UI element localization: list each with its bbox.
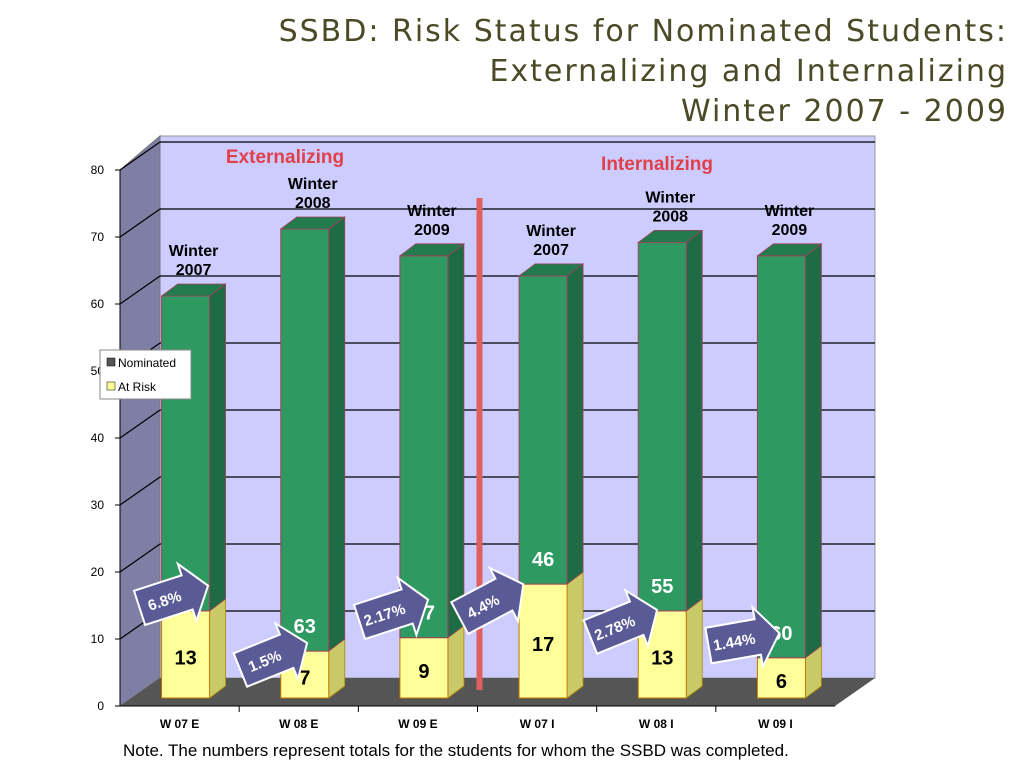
title-line-1: SSBD: Risk Status for Nominated Students… (278, 14, 1008, 49)
gridline-side (119, 208, 161, 238)
bar-top (637, 229, 704, 243)
nominated-value-label: 55 (651, 576, 673, 598)
percent-arrow: 2.17% (352, 575, 430, 641)
percent-arrow: 1.5% (232, 620, 309, 688)
legend: Nominated At Risk (99, 349, 192, 400)
bar-nominated (399, 255, 449, 639)
bar-nominated (518, 275, 568, 585)
bar-at-risk (399, 637, 449, 699)
x-tick-label: W 09 I (758, 717, 793, 731)
gridline-side (119, 275, 161, 305)
bar-at-risk (518, 583, 568, 699)
nominated-value-label: 63 (294, 616, 316, 638)
bar-nominated (756, 255, 806, 659)
y-tick-label: 70 (91, 230, 105, 244)
bar-top (279, 216, 346, 230)
arrow-shape (449, 565, 525, 636)
arrow-shape (582, 587, 659, 655)
x-tick-label: W 08 I (639, 717, 674, 731)
bar-nominated (637, 241, 687, 612)
bar-nominated-side (805, 243, 822, 659)
x-tick-label: W 07 E (160, 717, 199, 731)
group-label-externalizing: Externalizing (226, 147, 344, 168)
gridline-side (119, 476, 161, 506)
bar-top (517, 263, 585, 277)
title-line-2: Externalizing and Internalizing (489, 54, 1008, 89)
legend-label-nominated: Nominated (118, 356, 176, 370)
arrow-shape (352, 575, 430, 641)
bar-top (398, 243, 466, 257)
winter-label: 2008 (295, 195, 331, 212)
at-risk-value-label: 13 (651, 647, 673, 669)
y-tick-label: 60 (91, 297, 105, 311)
legend-swatch-nominated (106, 357, 116, 367)
bar-nominated-side (685, 229, 703, 612)
bar-nominated (161, 295, 211, 612)
chart-note: Note. The numbers represent totals for t… (123, 741, 789, 760)
y-tick-label: 30 (91, 498, 105, 512)
legend-label-at-risk: At Risk (118, 380, 157, 394)
at-risk-value-label: 7 (299, 668, 310, 690)
y-tick-label: 40 (91, 431, 105, 445)
bar-nominated (280, 228, 330, 652)
gridline-side (119, 409, 161, 439)
bar-nominated-side (566, 263, 584, 585)
bar-nominated-side (328, 216, 346, 652)
x-tick-label: W 07 I (520, 717, 555, 731)
legend-swatch-at-risk (106, 381, 116, 391)
arrow-shape (232, 620, 309, 688)
percent-arrow: 6.8% (132, 561, 210, 627)
percent-arrow: 1.44% (704, 604, 781, 670)
bar-top (756, 243, 823, 257)
winter-label: Winter (288, 176, 338, 193)
bar-nominated-side (447, 243, 465, 639)
bar-at-risk-side (685, 598, 703, 699)
at-risk-value-label: 13 (174, 647, 196, 669)
y-tick-label: 0 (97, 699, 104, 713)
y-tick-label: 80 (91, 163, 105, 177)
gridline-side (119, 141, 161, 171)
winter-label: Winter (169, 243, 219, 260)
winter-label: Winter (645, 189, 695, 206)
title-line-3: Winter 2007 - 2009 (680, 94, 1008, 129)
y-tick-label: 10 (91, 632, 105, 646)
bar-top (160, 283, 227, 297)
winter-label: 2009 (414, 222, 450, 239)
winter-label: 2007 (176, 262, 212, 279)
bar-nominated-side (209, 283, 226, 612)
x-tick-label: W 08 E (279, 717, 318, 731)
bar-at-risk-side (566, 571, 584, 699)
at-risk-value-label: 17 (532, 634, 554, 656)
winter-label: Winter (765, 203, 815, 220)
percent-arrow: 4.4% (449, 565, 525, 636)
chart-title: SSBD: Risk Status for Nominated Students… (279, 12, 1008, 132)
nominated-value-label: 46 (532, 549, 554, 571)
winter-label: 2008 (652, 208, 688, 225)
winter-label: 2009 (772, 222, 808, 239)
winter-label: Winter (407, 203, 457, 220)
arrow-shape (132, 561, 210, 627)
group-label-internalizing: Internalizing (601, 154, 713, 175)
winter-label: Winter (526, 223, 576, 240)
bar-at-risk (161, 610, 211, 699)
arrow-shape (704, 604, 781, 670)
x-tick-label: W 09 E (398, 717, 437, 731)
bar-at-risk-side (447, 624, 465, 699)
at-risk-value-label: 9 (418, 661, 429, 683)
winter-label: 2007 (533, 242, 569, 259)
bar-at-risk-side (209, 598, 226, 699)
gridline-side (119, 543, 161, 573)
y-tick-label: 20 (91, 565, 105, 579)
at-risk-value-label: 6 (776, 671, 787, 693)
percent-arrow: 2.78% (582, 587, 659, 655)
